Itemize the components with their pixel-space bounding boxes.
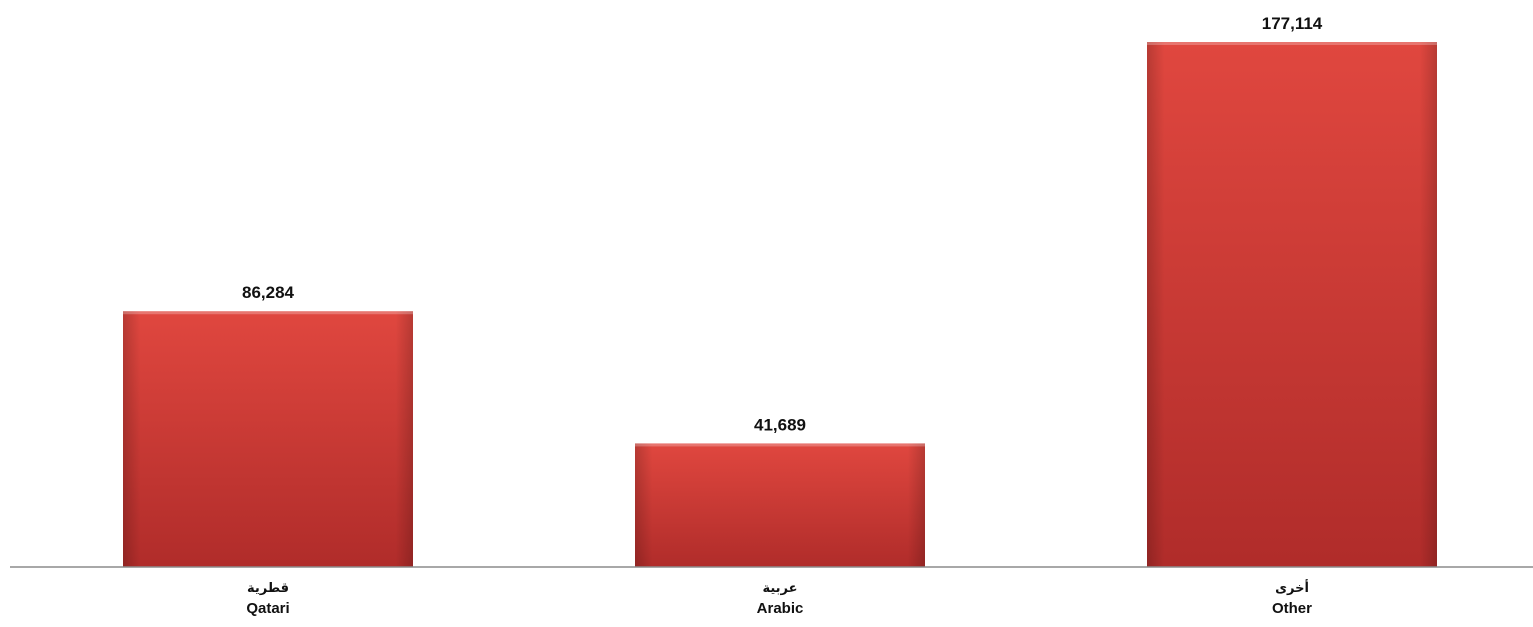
category-label-ar-arabic: عربية bbox=[762, 581, 797, 596]
bar-highlight-arabic bbox=[635, 443, 925, 447]
value-label-other: 177,114 bbox=[1262, 14, 1323, 33]
bars bbox=[123, 42, 1437, 567]
bar-shading-arabic bbox=[635, 443, 925, 567]
category-label-en-qatari: Qatari bbox=[246, 600, 289, 617]
bar-highlight-qatari bbox=[123, 311, 413, 315]
value-label-arabic: 41,689 bbox=[754, 415, 806, 434]
category-label-en-other: Other bbox=[1272, 600, 1312, 617]
bar-highlight-other bbox=[1147, 42, 1437, 45]
bar-shading-other bbox=[1147, 42, 1437, 567]
category-label-ar-qatari: قطرية bbox=[247, 581, 289, 596]
category-label-en-arabic: Arabic bbox=[757, 600, 804, 617]
labels: 86,284 قطرية Qatari 41,689 عربية Arabic 177,11… bbox=[242, 14, 1323, 617]
value-label-qatari: 86,284 bbox=[242, 283, 295, 302]
category-label-ar-other: أخرى bbox=[1275, 579, 1309, 596]
bar-shading-qatari bbox=[123, 311, 413, 567]
